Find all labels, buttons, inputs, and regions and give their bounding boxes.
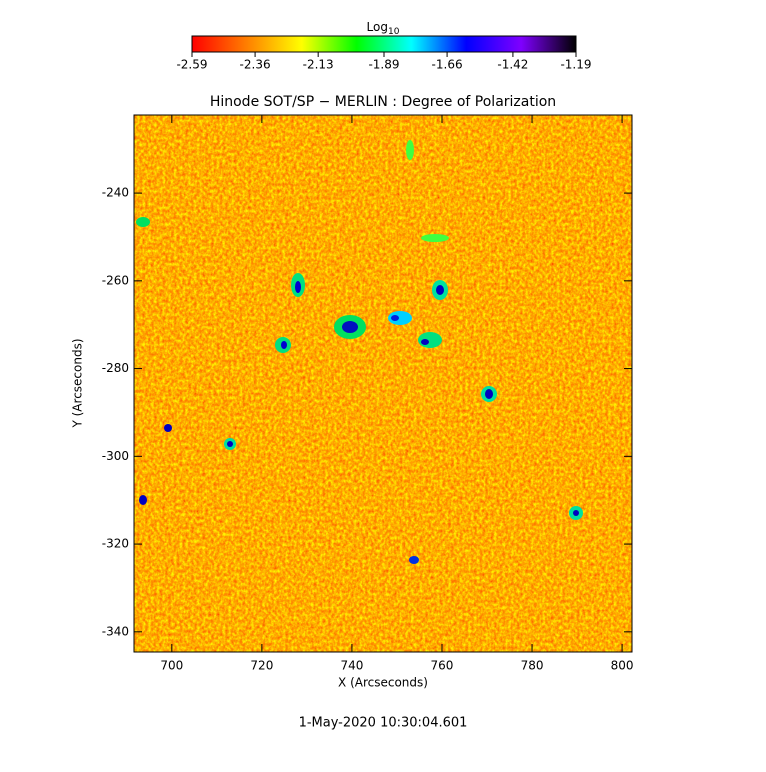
- y-tick-label: -340: [102, 624, 129, 638]
- y-tick-label: -260: [102, 273, 129, 287]
- x-tick-label: 760: [431, 659, 454, 673]
- image: [134, 115, 632, 652]
- axes: 700 720 740 760 780 800 -240 -260 -280 -300 -320 -3…: [102, 52, 634, 673]
- colorbar: [191, 35, 577, 53]
- x-tick-label: 740: [340, 659, 363, 673]
- colorbar-tick-label: -1.66: [432, 58, 463, 72]
- x-axis-label: X (Arcseconds): [338, 676, 428, 690]
- colorbar-label-subscript: 10: [388, 27, 400, 37]
- strong-spots: [136, 140, 583, 564]
- colorbar-label: Log10: [367, 20, 400, 37]
- y-tick-label: -240: [102, 186, 129, 200]
- chart-title: Hinode SOT/SP − MERLIN : Degree of Polar…: [210, 94, 556, 110]
- polarization-map: [134, 115, 632, 652]
- colorbar-tick-label: -2.36: [240, 58, 271, 72]
- y-axis-label: Y (Arcseconds): [71, 338, 85, 428]
- y-tick-label: -280: [102, 361, 129, 375]
- y-tick-label: -300: [102, 449, 129, 463]
- x-tick-label: 700: [160, 659, 183, 673]
- y-tick-label: -320: [102, 537, 129, 551]
- x-tick-label: 780: [521, 659, 544, 673]
- colorbar-tick-label: -1.89: [368, 58, 399, 72]
- x-tick-label: 800: [611, 659, 634, 673]
- colorbar-tick-label: -2.59: [176, 58, 207, 72]
- footer-date: 1-May-2020 10:30:04.601: [299, 716, 468, 731]
- plot-frame: [133, 114, 633, 653]
- colorbar-tick-label: -2.13: [303, 58, 334, 72]
- colorbar-label-base: Log: [367, 20, 388, 34]
- colorbar-tick-label: -1.19: [560, 58, 591, 72]
- x-tick-label: 720: [250, 659, 273, 673]
- colorbar-tick-label: -1.42: [497, 58, 528, 72]
